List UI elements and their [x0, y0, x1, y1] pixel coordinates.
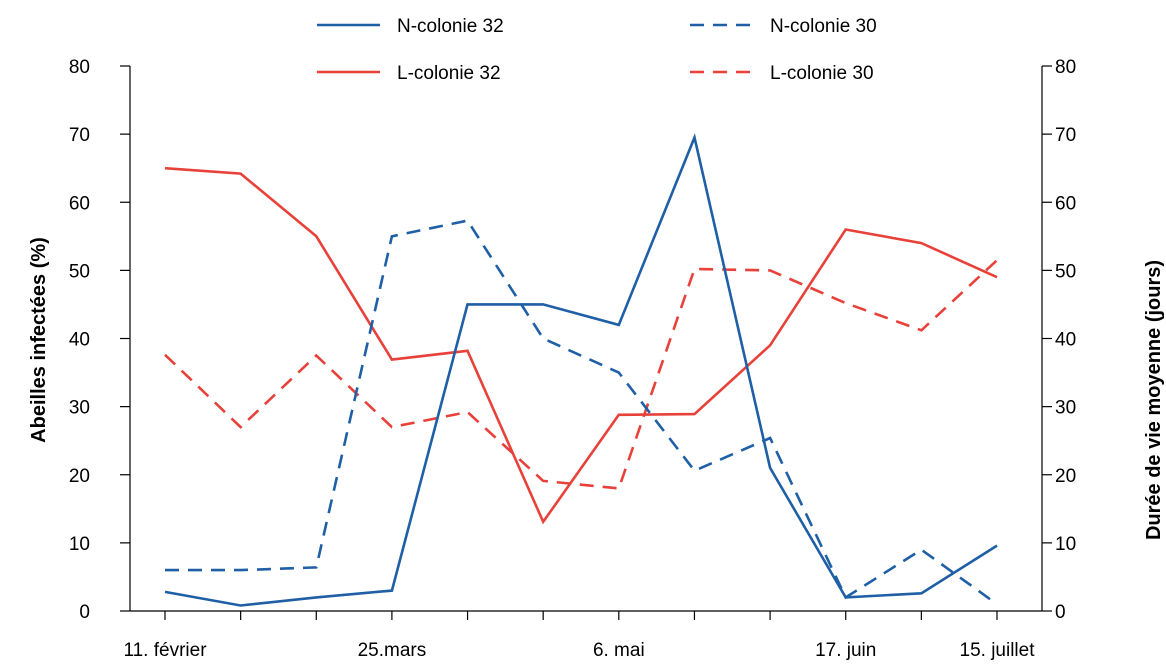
axes: 0 0 10 10 20 20 30 30 40 40 50 50 60 60 70 70 80 80 11. fé…: [69, 57, 1076, 661]
legend: N-colonie 32 N-colonie 30 L-colonie 32 L-co…: [317, 16, 877, 84]
x-tick-label: 25.mars: [358, 640, 427, 661]
y-tick-label-left: 40: [69, 330, 90, 351]
y-tick-label-right: 30: [1055, 398, 1076, 419]
legend-label: L-colonie 30: [770, 63, 874, 84]
y-tick-label-left: 10: [69, 534, 90, 555]
y-tick-label-right: 20: [1055, 466, 1076, 487]
y-tick-label-left: 50: [69, 261, 90, 282]
series-line-l-colonie-32: [164, 166, 998, 525]
y-tick-label-left: 60: [69, 193, 90, 214]
y-tick-label-left: 20: [69, 466, 90, 487]
y-tick-label-right: 70: [1055, 125, 1076, 146]
x-tick-label: 17. juin: [815, 640, 876, 661]
x-tick-label: 11. février: [123, 640, 207, 661]
x-tick-label: 6. mai: [593, 640, 645, 661]
series-line-l-colonie-30: [164, 259, 998, 490]
y-axis-left-title: Abeilles infectées (%): [28, 237, 50, 443]
y-tick-label-right: 0: [1055, 602, 1066, 623]
y-tick-label-right: 80: [1055, 57, 1076, 78]
series-layer: [164, 133, 998, 607]
y-tick-label-right: 40: [1055, 330, 1076, 351]
y-tick-label-right: 50: [1055, 261, 1076, 282]
y-tick-label-left: 30: [69, 398, 90, 419]
legend-label: N-colonie 30: [770, 16, 877, 37]
y-tick-label-right: 10: [1055, 534, 1076, 555]
y-tick-label-left: 0: [79, 602, 90, 623]
x-tick-label: 15. juillet: [960, 640, 1036, 661]
y-tick-label-right: 60: [1055, 193, 1076, 214]
y-axis-right-title: Durée de vie moyenne (jours): [1143, 260, 1165, 540]
y-tick-label-left: 70: [69, 125, 90, 146]
series-line-n-colonie-30: [165, 219, 998, 606]
series-line-n-colonie-32: [164, 133, 998, 607]
legend-label: N-colonie 32: [397, 16, 504, 37]
y-tick-label-left: 80: [69, 57, 90, 78]
legend-label: L-colonie 32: [397, 63, 501, 84]
